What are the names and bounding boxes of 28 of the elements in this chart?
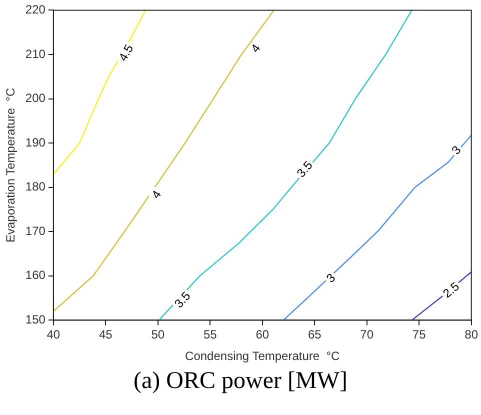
x-tick-label: 55	[203, 328, 218, 342]
x-tick-label: 70	[360, 328, 374, 342]
y-tick-label: 150	[25, 312, 46, 327]
y-tick-label: 220	[25, 2, 46, 17]
y-tick-label: 210	[25, 46, 46, 61]
x-tick-label: 80	[464, 328, 478, 342]
annotation: 4	[148, 188, 164, 202]
annotation: 4.5	[116, 42, 136, 64]
annotation: 3.5	[172, 288, 194, 311]
y-tick-label: 200	[25, 91, 46, 106]
x-tick-label: 50	[151, 328, 165, 342]
y-axis-title: Evaporation Temperature °C	[4, 88, 18, 243]
text: (a) ORC power [MW]	[132, 368, 348, 395]
y-tick-label: 170	[25, 224, 46, 238]
x-tick-label: 40	[46, 328, 60, 342]
x-axis-title: Condensing Temperature °C	[185, 349, 340, 364]
annotation: 3.5	[294, 158, 316, 180]
annotation: 4	[248, 41, 264, 56]
x-tick-label: 45	[98, 328, 113, 342]
x-tick-label: 75	[412, 328, 426, 342]
x-tick-label: 60	[256, 328, 270, 342]
y-tick-label: 190	[25, 135, 46, 150]
y-tick-label: 180	[25, 180, 46, 194]
annotation: 3	[324, 270, 338, 286]
x-tick-label: 65	[308, 328, 322, 342]
annotation: 3	[448, 142, 464, 158]
y-tick-label: 160	[25, 268, 46, 282]
annotation: 2.5	[440, 279, 462, 301]
